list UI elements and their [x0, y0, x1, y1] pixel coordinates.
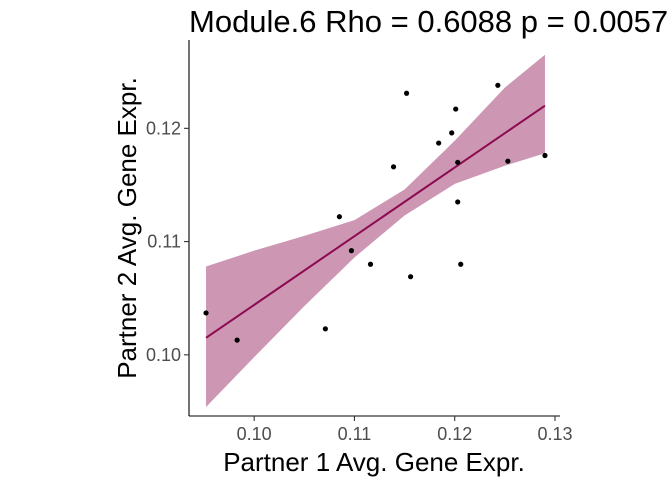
x-tick-label: 0.12 — [437, 424, 472, 444]
data-point-11 — [449, 130, 455, 136]
y-tick-label: 0.12 — [146, 118, 181, 138]
confidence-band — [206, 54, 545, 407]
data-point-18 — [542, 152, 548, 159]
plot-panel — [203, 54, 548, 407]
data-point-13 — [455, 159, 461, 165]
data-point-3 — [322, 326, 328, 332]
data-point-7 — [390, 164, 397, 170]
data-point-2 — [234, 337, 240, 343]
data-point-14 — [455, 199, 461, 205]
data-point-12 — [453, 106, 459, 112]
data-point-17 — [505, 158, 511, 164]
y-tick-label: 0.10 — [146, 345, 181, 365]
x-tick-label: 0.11 — [338, 424, 372, 444]
y-axis-title: Partner 2 Avg. Gene Expr. — [112, 77, 142, 379]
x-axis-title: Partner 1 Avg. Gene Expr. — [223, 447, 525, 477]
data-point-5 — [348, 248, 355, 254]
data-point-4 — [336, 214, 343, 220]
x-tick-label: 0.10 — [237, 424, 272, 444]
data-point-16 — [495, 82, 501, 88]
data-point-6 — [367, 261, 374, 267]
data-point-10 — [436, 140, 442, 146]
x-tick-label: 0.13 — [537, 424, 572, 444]
regression-line — [205, 104, 546, 339]
x-axis-ticks: 0.10 0.11 0.12 0.13 — [237, 416, 573, 444]
data-point-1 — [203, 310, 209, 316]
data-point-15 — [458, 261, 464, 267]
data-point-9 — [407, 274, 414, 280]
y-tick-label: 0.11 — [147, 232, 181, 252]
chart-title: Module.6 Rho = 0.6088 p = 0.0057 — [189, 4, 668, 39]
data-points — [203, 82, 548, 343]
data-point-8 — [403, 90, 410, 96]
y-axis-ticks: 0.10 0.11 0.12 — [146, 118, 189, 365]
